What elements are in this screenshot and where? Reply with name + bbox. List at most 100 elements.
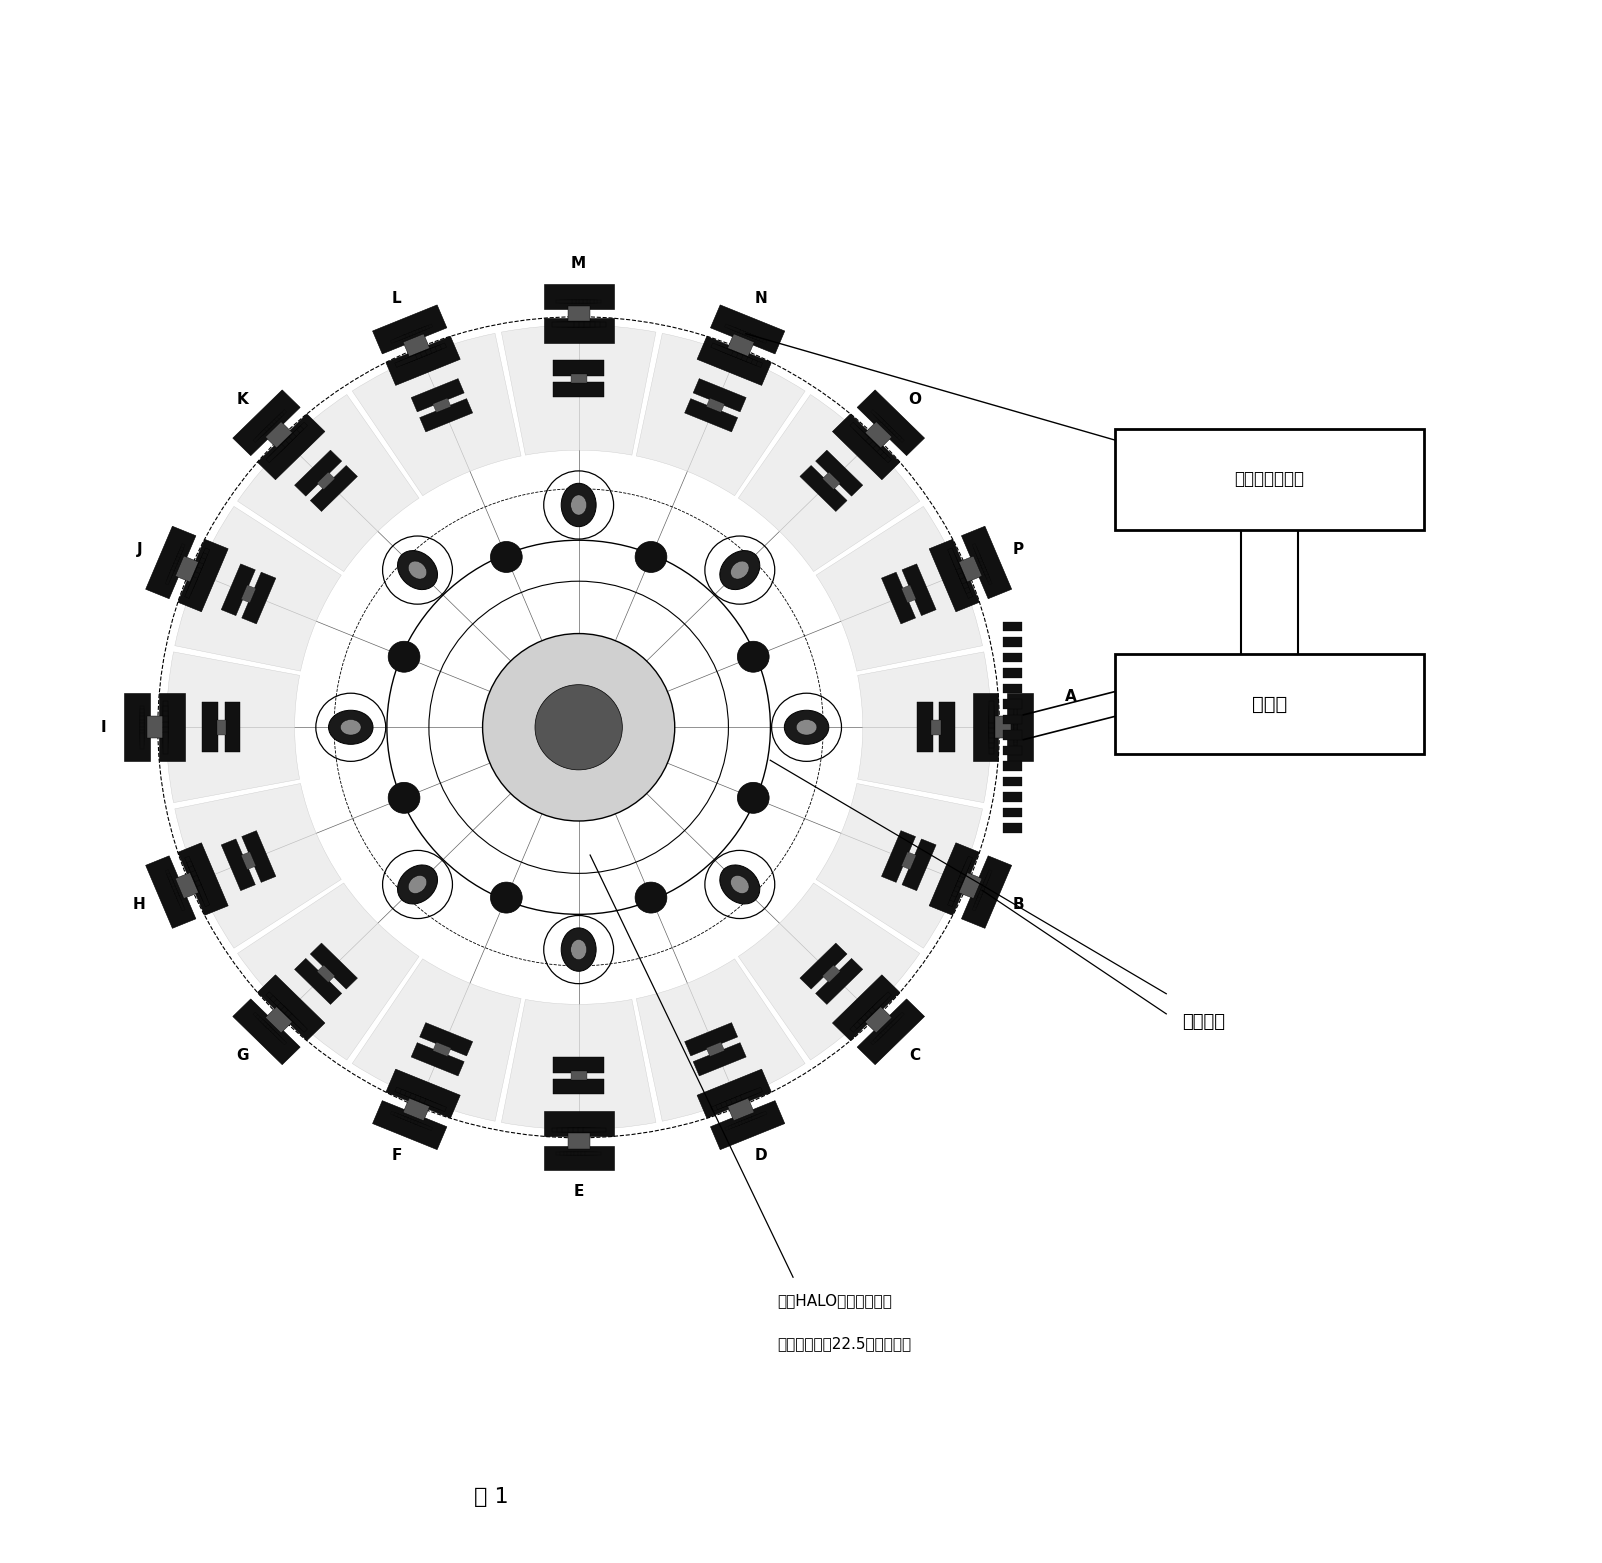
Polygon shape: [980, 563, 990, 578]
Polygon shape: [567, 1128, 590, 1132]
Polygon shape: [1003, 685, 1022, 694]
Wedge shape: [175, 783, 341, 949]
Polygon shape: [988, 706, 993, 728]
Polygon shape: [141, 716, 144, 731]
Polygon shape: [731, 327, 747, 336]
Polygon shape: [578, 300, 594, 303]
Polygon shape: [873, 413, 886, 425]
Text: D: D: [755, 1149, 767, 1163]
Polygon shape: [706, 1043, 724, 1057]
Polygon shape: [1003, 714, 1022, 724]
Polygon shape: [266, 993, 285, 1010]
Polygon shape: [141, 719, 144, 735]
Polygon shape: [171, 886, 181, 902]
Polygon shape: [391, 1111, 407, 1121]
Polygon shape: [263, 1022, 277, 1035]
Polygon shape: [268, 1027, 282, 1039]
Polygon shape: [886, 425, 899, 438]
Polygon shape: [979, 560, 988, 575]
Polygon shape: [1008, 694, 1033, 761]
Polygon shape: [740, 1088, 763, 1100]
Polygon shape: [397, 331, 413, 341]
Wedge shape: [237, 883, 420, 1060]
Circle shape: [490, 882, 522, 913]
Text: A: A: [1065, 689, 1077, 703]
Polygon shape: [694, 378, 747, 413]
Polygon shape: [742, 331, 758, 339]
Polygon shape: [295, 450, 341, 495]
Polygon shape: [585, 1152, 601, 1155]
Polygon shape: [543, 284, 614, 309]
Polygon shape: [420, 1022, 473, 1057]
Polygon shape: [745, 1114, 761, 1122]
Polygon shape: [253, 430, 266, 442]
Polygon shape: [394, 333, 410, 342]
Polygon shape: [295, 958, 341, 1005]
Polygon shape: [256, 427, 269, 441]
Wedge shape: [501, 325, 655, 455]
Wedge shape: [636, 333, 806, 495]
Polygon shape: [976, 553, 985, 569]
Polygon shape: [189, 567, 202, 589]
Polygon shape: [171, 883, 179, 899]
Polygon shape: [815, 958, 863, 1005]
Polygon shape: [739, 330, 753, 338]
Polygon shape: [854, 1010, 873, 1028]
Polygon shape: [865, 1007, 892, 1033]
Polygon shape: [929, 539, 979, 611]
Polygon shape: [854, 425, 873, 444]
Polygon shape: [833, 414, 900, 480]
Polygon shape: [878, 1024, 892, 1038]
Polygon shape: [163, 706, 168, 728]
Polygon shape: [960, 857, 972, 878]
Ellipse shape: [409, 561, 426, 578]
Polygon shape: [391, 334, 407, 344]
Polygon shape: [1003, 653, 1022, 663]
Polygon shape: [916, 702, 932, 752]
Text: O: O: [908, 392, 921, 406]
Polygon shape: [197, 885, 210, 907]
Polygon shape: [972, 896, 980, 911]
Polygon shape: [266, 444, 285, 463]
Polygon shape: [410, 1093, 433, 1105]
Polygon shape: [175, 556, 199, 581]
Text: N: N: [755, 291, 767, 306]
Wedge shape: [175, 506, 341, 671]
Text: L: L: [392, 291, 402, 306]
Polygon shape: [311, 466, 357, 511]
Polygon shape: [410, 1119, 426, 1128]
Polygon shape: [716, 345, 739, 358]
Polygon shape: [175, 892, 184, 908]
Polygon shape: [1003, 669, 1022, 678]
Polygon shape: [221, 839, 255, 891]
Polygon shape: [171, 553, 181, 569]
Polygon shape: [988, 700, 993, 722]
Polygon shape: [979, 880, 988, 896]
Polygon shape: [163, 716, 168, 738]
Ellipse shape: [397, 550, 437, 589]
Polygon shape: [974, 547, 982, 563]
Polygon shape: [141, 730, 144, 746]
Polygon shape: [711, 1099, 734, 1111]
Text: P: P: [1012, 542, 1024, 558]
Polygon shape: [1003, 638, 1022, 647]
Polygon shape: [735, 1118, 750, 1127]
Polygon shape: [972, 694, 998, 761]
Polygon shape: [881, 572, 916, 624]
Text: 计算机处理中心: 计算机处理中心: [1235, 470, 1304, 488]
Ellipse shape: [341, 719, 360, 735]
Polygon shape: [960, 556, 982, 581]
Polygon shape: [184, 577, 197, 599]
Polygon shape: [433, 1043, 452, 1057]
Polygon shape: [405, 350, 428, 364]
Polygon shape: [849, 422, 868, 441]
Polygon shape: [562, 1128, 585, 1132]
Polygon shape: [953, 871, 966, 892]
Polygon shape: [948, 885, 961, 907]
Polygon shape: [583, 322, 606, 327]
Polygon shape: [902, 564, 936, 616]
Polygon shape: [706, 399, 724, 413]
Polygon shape: [425, 342, 447, 355]
Polygon shape: [168, 877, 176, 891]
Polygon shape: [931, 719, 940, 735]
